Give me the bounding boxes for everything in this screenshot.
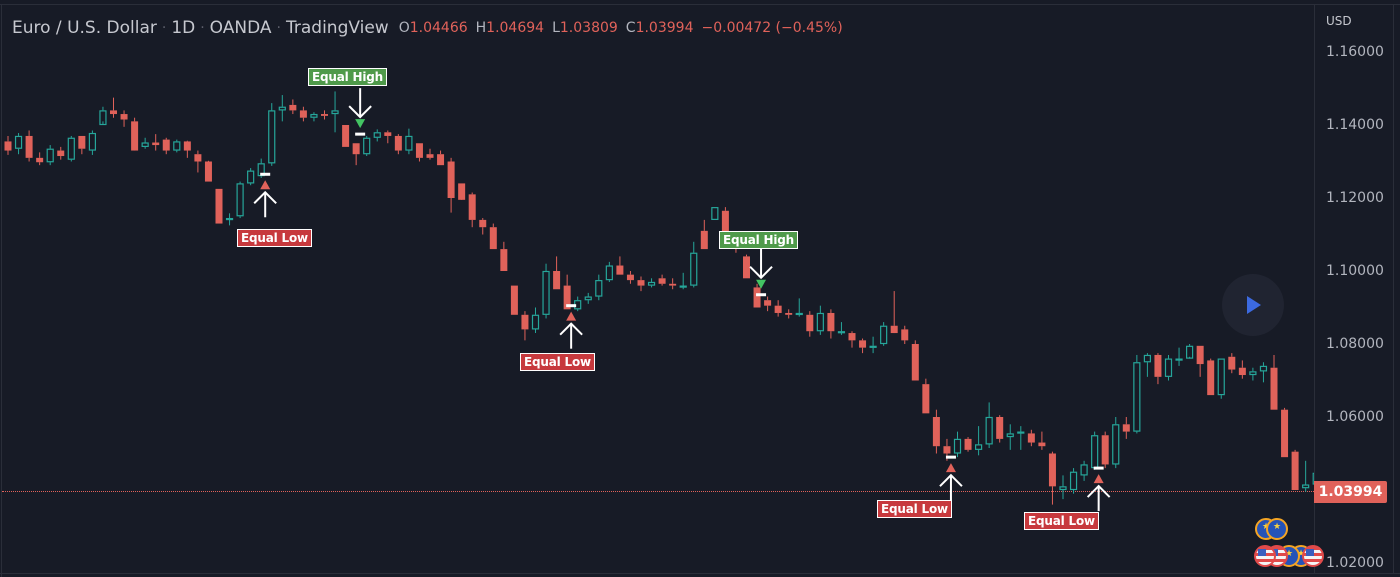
separator: · bbox=[161, 20, 167, 36]
symbol-legend[interactable]: Euro / U.S. Dollar · 1D · OANDA · Tradin… bbox=[12, 16, 843, 40]
high-value: H1.04694 bbox=[476, 20, 544, 36]
equal-high-label: Equal High bbox=[719, 231, 799, 249]
equal-low-label: Equal Low bbox=[877, 500, 952, 518]
equal-high-label: Equal High bbox=[308, 68, 388, 86]
open-label: O bbox=[398, 20, 410, 36]
interval[interactable]: 1D bbox=[171, 18, 196, 38]
exchange: OANDA bbox=[209, 18, 272, 38]
us-flag-icon[interactable] bbox=[1254, 545, 1276, 567]
low-number: 1.03809 bbox=[559, 20, 618, 36]
currency-label[interactable]: USD bbox=[1326, 14, 1352, 28]
us-flag-icon[interactable] bbox=[1302, 545, 1324, 567]
last-price-badge: 1.03994 bbox=[1314, 481, 1387, 503]
left-border bbox=[1, 5, 2, 577]
data-source: TradingView bbox=[285, 18, 389, 38]
price-tick: 1.08000 bbox=[1326, 336, 1384, 352]
low-label: L bbox=[552, 20, 560, 36]
chart-pane[interactable] bbox=[2, 5, 1314, 573]
price-tick: 1.10000 bbox=[1326, 263, 1384, 279]
high-label: H bbox=[475, 20, 487, 36]
symbol-name[interactable]: Euro / U.S. Dollar bbox=[12, 18, 157, 38]
price-tick: 1.06000 bbox=[1326, 409, 1384, 425]
open-number: 1.04466 bbox=[409, 20, 468, 36]
ohlc-values: O1.04466 H1.04694 L1.03809 C1.03994 −0.0… bbox=[399, 20, 843, 36]
change-value: −0.00472 (−0.45%) bbox=[701, 20, 843, 36]
price-tick: 1.16000 bbox=[1326, 44, 1384, 60]
equal-low-label: Equal Low bbox=[520, 353, 595, 371]
replay-play-button[interactable] bbox=[1222, 274, 1284, 336]
price-tick: 1.14000 bbox=[1326, 117, 1384, 133]
last-price-line bbox=[2, 491, 1314, 492]
eu-flag-icon[interactable] bbox=[1266, 518, 1288, 540]
open-value: O1.04466 bbox=[399, 20, 468, 36]
separator: · bbox=[200, 20, 205, 36]
price-scale[interactable] bbox=[1314, 5, 1394, 573]
candlestick-series[interactable] bbox=[0, 0, 1314, 577]
close-label: C bbox=[625, 20, 636, 36]
play-icon bbox=[1247, 296, 1261, 314]
equal-low-label: Equal Low bbox=[1024, 512, 1099, 530]
bottom-border bbox=[0, 573, 1400, 574]
close-number: 1.03994 bbox=[635, 20, 694, 36]
top-border bbox=[0, 4, 1400, 5]
high-number: 1.04694 bbox=[486, 20, 545, 36]
low-value: L1.03809 bbox=[552, 20, 618, 36]
separator: · bbox=[276, 20, 281, 36]
equal-low-label: Equal Low bbox=[237, 229, 312, 247]
close-value: C1.03994 bbox=[626, 20, 694, 36]
price-tick: 1.12000 bbox=[1326, 190, 1384, 206]
price-tick: 1.02000 bbox=[1326, 555, 1384, 571]
